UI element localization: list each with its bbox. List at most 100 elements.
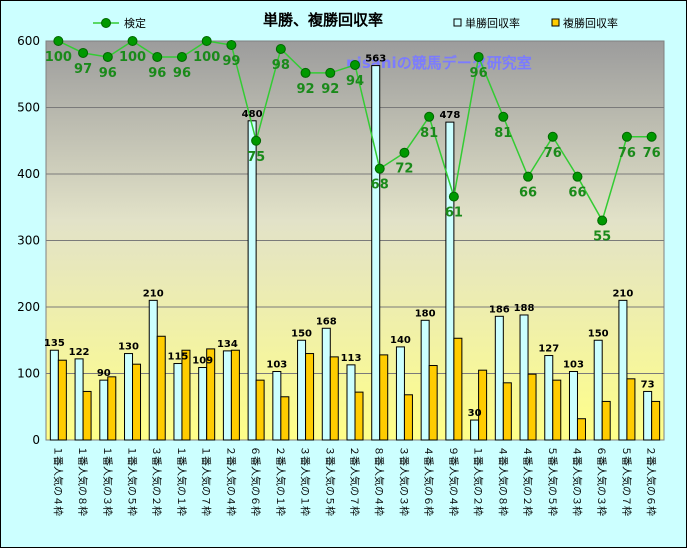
- bar-fukusho-12: [354, 391, 364, 441]
- x-tick-label-17: １番人気の２枠: [472, 446, 485, 516]
- x-tick-label-16: ９番人気の４枠: [447, 446, 460, 516]
- bar-tansho-6: [198, 367, 208, 441]
- x-tick-label-9: ２番人気の１枠: [274, 446, 287, 516]
- kentei-value-label-12: 94: [346, 74, 364, 89]
- bar-tansho-2: [99, 379, 109, 441]
- watermark: nisaniの競馬データ研究室: [346, 54, 532, 72]
- kentei-point-15: [424, 111, 435, 122]
- bar-tansho-9: [272, 371, 282, 441]
- tansho-value-label-17: 30: [468, 408, 482, 419]
- kentei-point-14: [399, 147, 410, 158]
- bar-tansho-8: [247, 120, 257, 441]
- bar-tansho-20: [544, 355, 554, 441]
- legend-fukusho-label: 複勝回収率: [563, 16, 618, 30]
- kentei-point-13: [374, 163, 385, 174]
- bar-tansho-21: [568, 371, 578, 441]
- kentei-point-1: [78, 47, 89, 58]
- kentei-point-2: [102, 51, 113, 62]
- kentei-value-label-2: 96: [99, 66, 117, 81]
- x-tick-label-12: ２番人気の７枠: [348, 446, 361, 516]
- bar-tansho-7: [222, 350, 232, 441]
- kentei-value-label-19: 66: [519, 186, 537, 201]
- bar-fukusho-19: [527, 373, 537, 441]
- kentei-point-20: [547, 131, 558, 142]
- tansho-value-label-23: 210: [612, 288, 633, 299]
- bar-fukusho-18: [502, 382, 512, 441]
- kentei-value-label-22: 55: [593, 230, 611, 245]
- bar-fukusho-8: [255, 379, 265, 441]
- kentei-point-10: [300, 67, 311, 78]
- y-tick-label-100: 100: [17, 367, 40, 381]
- tansho-value-label-2: 90: [97, 368, 111, 379]
- bar-tansho-24: [643, 390, 653, 441]
- bar-tansho-14: [395, 346, 405, 441]
- bar-fukusho-5: [181, 349, 191, 441]
- bar-tansho-4: [148, 299, 158, 441]
- x-tick-label-10: ３番人気の１枠: [299, 446, 312, 516]
- bar-tansho-17: [470, 419, 480, 441]
- kentei-point-3: [127, 36, 138, 46]
- y-tick-label-600: 600: [17, 34, 40, 48]
- bar-fukusho-14: [403, 394, 413, 441]
- legend: 検定 単勝回収率 複勝回収率: [93, 16, 618, 30]
- bar-fukusho-9: [280, 396, 290, 441]
- bar-tansho-18: [494, 315, 504, 441]
- x-tick-label-13: ８番人気の４枠: [373, 446, 386, 516]
- bar-tansho-22: [593, 339, 603, 441]
- x-tick-label-8: ６番人気の６枠: [249, 446, 262, 516]
- bar-tansho-5: [173, 363, 183, 441]
- x-tick-label-6: １番人気の７枠: [200, 446, 213, 516]
- kentei-point-7: [226, 39, 237, 50]
- bar-tansho-10: [297, 339, 307, 441]
- bar-fukusho-20: [552, 379, 562, 441]
- legend-kentei-label: 検定: [124, 16, 146, 30]
- y-tick-label-300: 300: [17, 234, 40, 248]
- x-tick-label-21: ４番人気の３枠: [570, 446, 583, 516]
- x-tick-label-1: １番人気の８枠: [76, 446, 89, 516]
- kentei-value-label-10: 92: [297, 82, 315, 97]
- tansho-value-label-6: 109: [192, 356, 213, 367]
- tansho-value-label-18: 186: [489, 304, 510, 315]
- tansho-value-label-22: 150: [588, 328, 609, 339]
- bar-tansho-19: [519, 314, 529, 441]
- kentei-value-label-7: 99: [222, 54, 240, 69]
- kentei-point-9: [275, 43, 286, 54]
- y-axis-ticks: 0 100 200 300 400 500 600: [17, 34, 40, 447]
- legend-tansho-label: 単勝回収率: [465, 16, 520, 30]
- tansho-value-label-8: 480: [242, 109, 263, 120]
- kentei-point-22: [597, 215, 608, 226]
- kentei-value-label-17: 96: [470, 66, 488, 81]
- kentei-value-label-16: 61: [445, 206, 463, 221]
- kentei-value-label-5: 96: [173, 66, 191, 81]
- kentei-value-label-9: 98: [272, 58, 290, 73]
- x-tick-label-22: ６番人気の３枠: [595, 446, 608, 516]
- tansho-value-label-14: 140: [390, 335, 411, 346]
- x-tick-label-7: ２番人気の４枠: [224, 446, 237, 516]
- x-tick-label-15: ４番人気の６枠: [422, 446, 435, 516]
- x-tick-label-4: ３番人気の２枠: [150, 446, 163, 516]
- kentei-point-5: [176, 51, 187, 62]
- bar-tansho-1: [74, 358, 84, 441]
- bar-fukusho-24: [651, 400, 661, 441]
- legend-kentei-marker: [101, 18, 111, 28]
- kentei-value-label-8: 75: [247, 150, 265, 165]
- kentei-value-label-18: 81: [494, 126, 512, 141]
- kentei-value-label-0: 100: [45, 50, 72, 65]
- kentei-value-label-24: 76: [643, 146, 661, 161]
- kentei-value-label-14: 72: [395, 162, 413, 177]
- y-tick-label-200: 200: [17, 300, 40, 314]
- bar-tansho-16: [445, 121, 455, 441]
- kentei-value-label-6: 100: [193, 50, 220, 65]
- bar-fukusho-15: [428, 365, 438, 441]
- kentei-point-18: [498, 111, 509, 122]
- tansho-value-label-3: 130: [118, 342, 139, 353]
- tansho-value-label-24: 73: [641, 379, 655, 390]
- bar-tansho-23: [618, 299, 628, 441]
- kentei-point-4: [152, 51, 163, 62]
- bar-fukusho-23: [626, 378, 636, 441]
- bar-fukusho-10: [305, 353, 315, 441]
- kentei-point-11: [325, 67, 336, 78]
- x-tick-label-18: ４番人気の８枠: [496, 446, 509, 516]
- kentei-point-24: [646, 131, 657, 142]
